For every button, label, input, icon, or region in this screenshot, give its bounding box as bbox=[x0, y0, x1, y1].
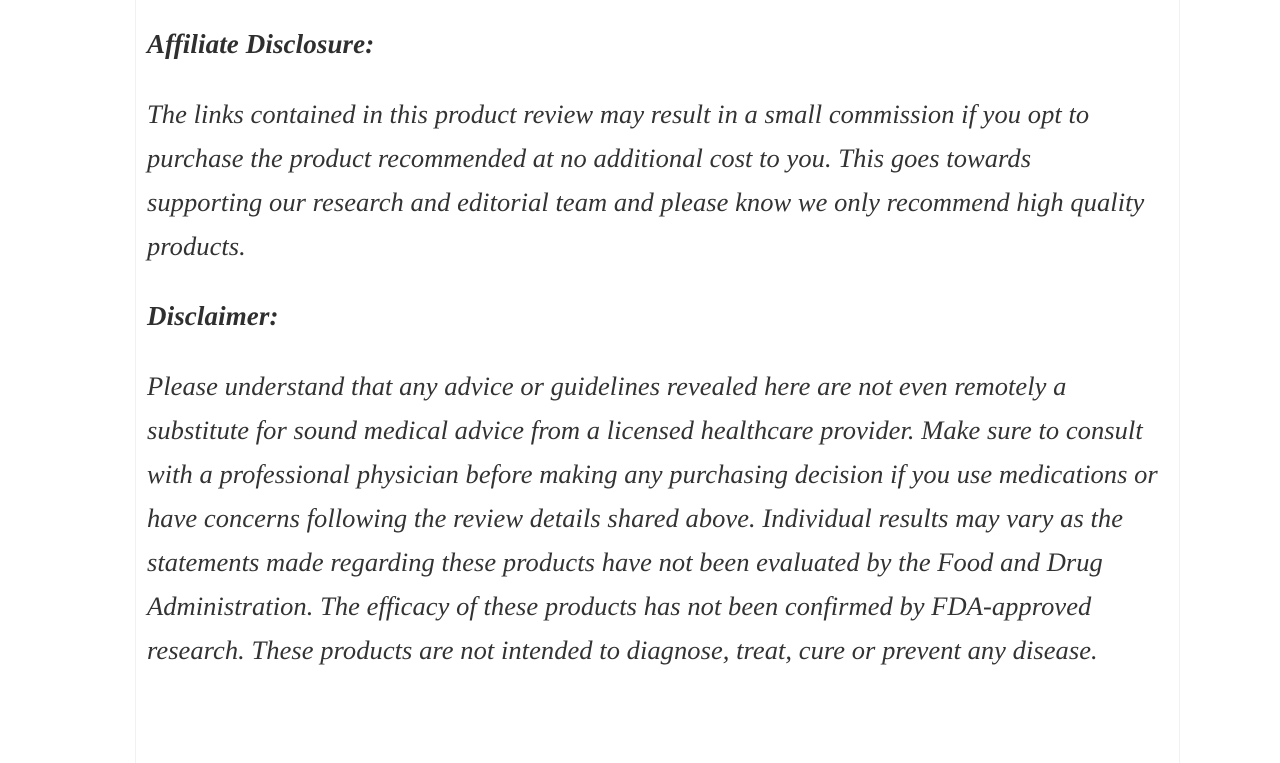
heading-paragraph-spacer bbox=[147, 66, 1169, 92]
disclaimer-paragraph: Please understand that any advice or gui… bbox=[147, 371, 1158, 665]
affiliate-disclosure-section: Affiliate Disclosure: The links containe… bbox=[147, 22, 1169, 268]
affiliate-disclosure-heading: Affiliate Disclosure: bbox=[147, 29, 375, 59]
disclaimer-heading-paragraph-spacer bbox=[147, 338, 1169, 364]
article-content-column: Affiliate Disclosure: The links containe… bbox=[135, 0, 1180, 763]
affiliate-disclosure-paragraph: The links contained in this product revi… bbox=[147, 99, 1145, 261]
top-spacer bbox=[147, 0, 1169, 22]
disclaimer-heading: Disclaimer: bbox=[147, 301, 279, 331]
section-spacer bbox=[147, 268, 1169, 294]
disclaimer-section: Disclaimer: Please understand that any a… bbox=[147, 294, 1169, 672]
